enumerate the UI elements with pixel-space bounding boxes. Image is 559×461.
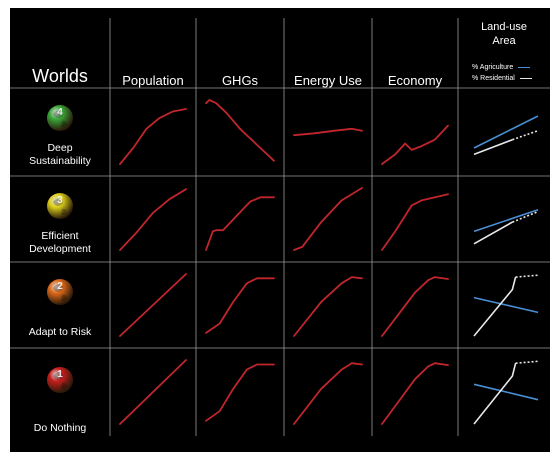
world-label-line2: Sustainability [29,155,91,167]
landuse-residential-projection [515,274,539,278]
trend-line-economy [381,362,449,425]
legend-agriculture-swatch [518,66,531,68]
globe-continent-icon [53,110,67,128]
trend-line-population [119,273,187,337]
world-label-deep-sustainability: Deep Sustainability [10,142,110,168]
world-label-line1: Adapt to Risk [28,326,92,338]
trend-line-ghgs [205,99,275,162]
landuse-residential-line [473,221,513,245]
landuse-title: Land-use Area [458,20,550,48]
landuse-agriculture-line [473,208,539,233]
chart-grid: 4 3 2 1 [10,18,550,436]
trend-line-ghgs [205,363,275,422]
globe-ball-icon [47,105,73,131]
globe-continent-icon [53,284,67,302]
world-label-efficient-development: Efficient Development [10,230,110,256]
col-title-energy-use: Energy Use [294,73,362,88]
legend-agriculture: % Agriculture [472,64,552,71]
trend-line-energy [293,187,363,251]
trend-line-economy [381,193,449,251]
landuse-agriculture-line [473,296,539,314]
landuse-residential-projection [515,360,539,364]
trend-line-energy [293,127,363,137]
world-label-line1: Efficient [41,230,79,242]
world-label-line2: Development [29,243,91,255]
landuse-agriculture-line [473,115,539,149]
trend-line-economy [381,124,449,165]
trend-line-population [119,188,187,251]
col-title-population: Population [122,73,184,88]
worlds-heading: Worlds [32,66,88,86]
world-number: 1 [57,369,63,380]
world-number: 4 [57,107,63,118]
legend-residential: % Residential [472,75,552,82]
globe-ball-icon [47,193,73,219]
legend-agriculture-label: % Agriculture [472,64,514,71]
globe-continent-icon [53,372,67,390]
globe-ball-icon [47,367,73,393]
world-number: 2 [57,281,63,292]
world-label-do-nothing: Do Nothing [10,422,110,435]
trend-line-economy [381,276,449,337]
legend-residential-swatch [519,77,532,79]
trend-line-population [119,108,187,165]
landuse-residential-projection [512,210,539,223]
col-title-economy: Economy [387,73,443,88]
chart-frame: 4 3 2 1 Worlds Population GHGs Energy Use E… [10,8,550,452]
trend-line-ghgs [205,196,275,251]
world-label-adapt-to-risk: Adapt to Risk [10,326,110,339]
world-label-line1: Deep [47,142,73,154]
trend-line-population [119,359,187,425]
legend-residential-label: % Residential [472,75,515,82]
landuse-agriculture-line [473,383,539,401]
world-number: 3 [57,195,63,206]
col-title-ghgs: GHGs [221,73,259,88]
world-label-line1: Do Nothing [33,422,87,434]
landuse-title-line2: Area [492,35,516,47]
trend-line-energy [293,276,363,337]
landuse-residential-line [473,276,517,337]
landuse-residential-line [473,363,517,425]
landuse-residential-line [473,138,513,156]
landuse-title-line1: Land-use [481,21,527,33]
globe-ball-icon [47,279,73,305]
landuse-residential-projection [512,129,539,141]
trend-line-ghgs [205,277,275,334]
trend-line-energy [293,362,363,425]
globe-continent-icon [53,198,67,216]
